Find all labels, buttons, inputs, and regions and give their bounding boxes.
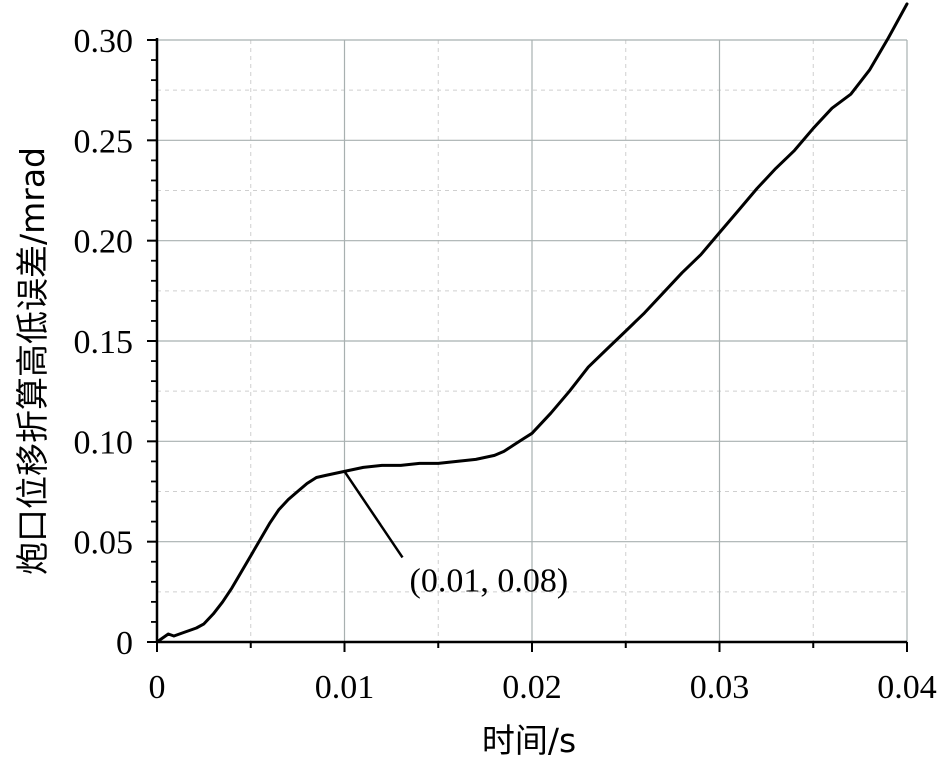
series-line bbox=[155, 2, 909, 644]
x-tick-label: 0.03 bbox=[690, 669, 750, 706]
y-tick-label: 0 bbox=[116, 625, 133, 662]
x-tick-label: 0 bbox=[149, 669, 166, 706]
y-tick-label: 0.05 bbox=[74, 525, 134, 562]
x-tick-label: 0.02 bbox=[502, 669, 562, 706]
x-tick-label: 0.04 bbox=[877, 669, 937, 706]
y-axis-title: 炮口位移折算高低误差/mrad bbox=[13, 147, 52, 575]
y-tick-label: 0.30 bbox=[74, 23, 134, 60]
x-axis-title: 时间/s bbox=[482, 721, 576, 760]
axes bbox=[147, 38, 908, 652]
grid bbox=[157, 39, 908, 642]
annotation-label: (0.01, 0.08) bbox=[410, 562, 569, 599]
annotation-leader-line bbox=[343, 470, 404, 559]
x-tick-label: 0.01 bbox=[315, 669, 375, 706]
y-tick-label: 0.15 bbox=[74, 324, 134, 361]
y-tick-label: 0.25 bbox=[74, 123, 134, 160]
series-layer bbox=[155, 2, 909, 644]
y-tick-label: 0.10 bbox=[74, 424, 134, 461]
tick-labels: 0 0.01 0.02 0.03 0.04 0 0.05 0.10 0.15 0.20 0.25 0.… bbox=[13, 23, 937, 760]
y-tick-label: 0.20 bbox=[74, 224, 134, 261]
annotations: (0.01, 0.08) bbox=[343, 470, 569, 599]
